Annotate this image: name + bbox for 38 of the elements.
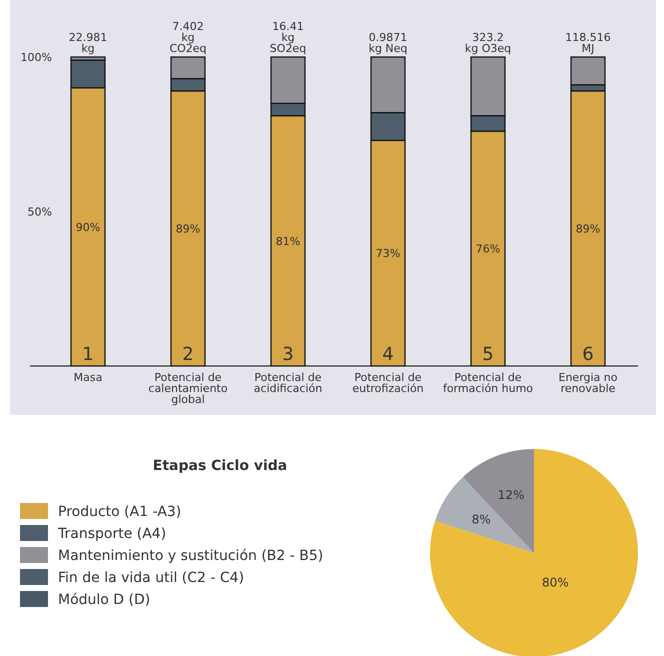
pie-slice <box>462 449 534 553</box>
x-tick-label: Energia no renovable <box>558 371 618 395</box>
annotation: 2 <box>182 344 194 365</box>
data-label: 81% <box>276 234 300 248</box>
legend-title: Etapas Ciclo vida <box>152 458 288 474</box>
text: 16.41 kg SO2eq <box>270 20 306 55</box>
annotation: 6 <box>582 344 594 365</box>
x-tick-label: Potencial de calentamiento global <box>148 371 228 406</box>
text: 7.402 kg CO2eq <box>169 20 207 55</box>
legend-label: Mantenimiento y sustitución (B2 - B5) <box>58 548 324 564</box>
data-label: 90% <box>76 220 100 234</box>
text: 323.2 kg O3eq <box>464 31 512 55</box>
annotation: 1 <box>82 344 94 365</box>
data-label: 89% <box>176 222 200 236</box>
annotation: 4 <box>382 344 394 365</box>
pie-slice <box>430 449 638 656</box>
data-label: 80% <box>542 575 569 590</box>
annotation: 5 <box>482 344 494 365</box>
y-tick-label: 50% <box>28 206 52 218</box>
text: 118.516 MJ <box>565 31 611 55</box>
legend-label: Fin de la vida util (C2 - C4) <box>58 570 244 586</box>
legend-label: Transporte (A4) <box>57 526 166 542</box>
data-label: 89% <box>576 222 600 236</box>
data-label: 8% <box>472 512 491 527</box>
text: 22.981 kg <box>68 31 108 55</box>
data-label: 76% <box>476 242 500 256</box>
y-tick-label: 100% <box>20 51 52 64</box>
text: 0.9871 kg Neq <box>368 31 408 55</box>
legend-label: Módulo D (D) <box>58 592 150 608</box>
data-label: 12% <box>498 488 524 502</box>
x-tick-label: Potencial de eutrofización <box>352 371 424 395</box>
x-tick-label: Masa <box>74 371 102 384</box>
x-tick-label: Potencial de acidificación <box>254 371 322 395</box>
annotation: 3 <box>282 344 294 365</box>
data-label: 73% <box>376 247 400 260</box>
legend-label: Producto (A1 -A3) <box>58 504 182 520</box>
x-tick-label: Potencial de formación humo <box>442 371 534 395</box>
pie-slice <box>435 477 534 553</box>
